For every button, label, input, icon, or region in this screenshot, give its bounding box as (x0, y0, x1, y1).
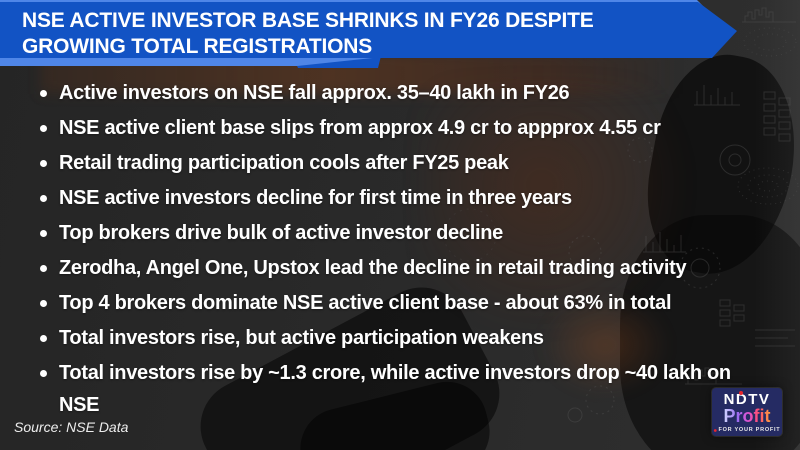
bullet-icon (40, 125, 47, 132)
key-point-item: NSE active client base slips from approx… (38, 112, 764, 144)
key-point-item: Total investors rise by ~1.3 crore, whil… (38, 357, 764, 421)
key-point-item: NSE active investors decline for first t… (38, 182, 764, 214)
key-point-text: NSE active investors decline for first t… (59, 187, 572, 209)
key-point-text: Total investors rise by ~1.3 crore, whil… (59, 362, 731, 416)
bullet-icon (40, 370, 47, 377)
headline-banner: NSE ACTIVE INVESTOR BASE SHRINKS IN FY26… (0, 2, 737, 58)
key-point-text: Active investors on NSE fall approx. 35–… (59, 82, 570, 104)
bullet-icon (40, 195, 47, 202)
bullet-icon (40, 265, 47, 272)
key-point-text: NSE active client base slips from approx… (59, 117, 661, 139)
bullet-icon (40, 230, 47, 237)
key-point-item: Retail trading participation cools after… (38, 147, 764, 179)
key-point-text: Total investors rise, but active partici… (59, 327, 544, 349)
bullet-icon (40, 335, 47, 342)
key-point-text: Top brokers drive bulk of active investo… (59, 222, 503, 244)
red-dot-icon (738, 391, 743, 395)
key-point-item: Total investors rise, but active partici… (38, 322, 764, 354)
key-point-item: Active investors on NSE fall approx. 35–… (38, 77, 764, 109)
bullet-icon (40, 160, 47, 167)
bullet-icon (40, 300, 47, 307)
key-point-item: Zerodha, Angel One, Upstox lead the decl… (38, 252, 764, 284)
logo-product-text: Profit (723, 406, 771, 426)
key-point-text: Top 4 brokers dominate NSE active client… (59, 292, 672, 314)
headline-title: NSE ACTIVE INVESTOR BASE SHRINKS IN FY26… (22, 9, 594, 58)
red-dot-small-icon (713, 428, 717, 432)
key-point-item: Top brokers drive bulk of active investo… (38, 217, 764, 249)
source-note: Source: NSE Data (14, 419, 129, 435)
ndtv-profit-logo: NDTV Profit FOR YOUR PROFIT (712, 388, 782, 436)
key-point-text: Retail trading participation cools after… (59, 152, 509, 174)
key-point-text: Zerodha, Angel One, Upstox lead the decl… (59, 257, 687, 279)
bullet-icon (40, 90, 47, 97)
key-point-item: Top 4 brokers dominate NSE active client… (38, 287, 764, 319)
logo-brand: NDTV (723, 391, 771, 408)
logo-brand-text: NDTV (723, 391, 771, 408)
logo-tagline: FOR YOUR PROFIT (713, 427, 781, 433)
logo-tagline-text: FOR YOUR PROFIT (718, 427, 781, 433)
key-points-list: Active investors on NSE fall approx. 35–… (38, 77, 764, 424)
